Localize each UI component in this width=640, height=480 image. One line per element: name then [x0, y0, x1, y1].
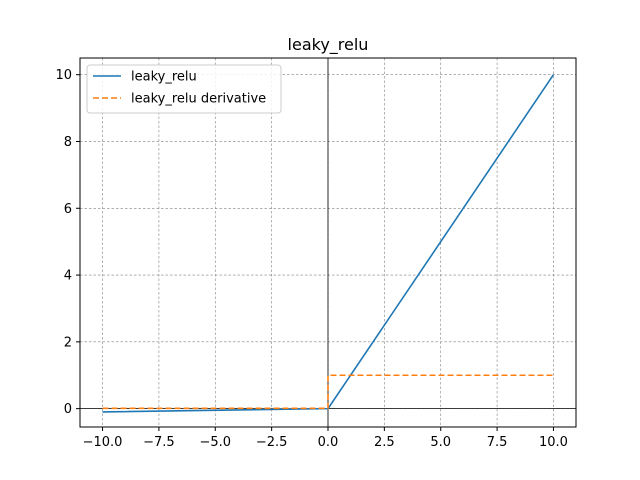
x-tick-label: −2.5 — [256, 435, 288, 450]
y-tick-label: 10 — [55, 68, 72, 83]
ticks: −10.0 −7.5 −5.0 −2.5 0.0 2.5 5.0 7.5 10.0 0 2 4 6 8 10 — [55, 68, 567, 450]
x-tick-label: 0.0 — [318, 435, 339, 450]
y-tick-label: 0 — [64, 402, 72, 417]
x-tick-label: 10.0 — [539, 435, 568, 450]
x-tick-label: −7.5 — [143, 435, 175, 450]
x-tick-label: −10.0 — [83, 435, 123, 450]
x-tick-label: 5.0 — [430, 435, 451, 450]
x-tick-label: −5.0 — [199, 435, 231, 450]
legend: leaky_relu leaky_relu derivative — [86, 64, 282, 114]
legend-box — [86, 64, 282, 114]
series — [102, 74, 555, 413]
x-tick-label: 2.5 — [374, 435, 395, 450]
legend-label: leaky_relu derivative — [131, 92, 266, 107]
leaky-relu-derivative-line — [102, 374, 554, 410]
y-tick-label: 6 — [64, 202, 72, 217]
x-tick-label: 7.5 — [487, 435, 508, 450]
y-tick-label: 8 — [64, 135, 72, 150]
y-tick-label: 4 — [64, 269, 72, 284]
chart-title: leaky_relu — [288, 35, 369, 55]
y-tick-label: 2 — [64, 335, 72, 350]
legend-label: leaky_relu — [131, 70, 197, 85]
